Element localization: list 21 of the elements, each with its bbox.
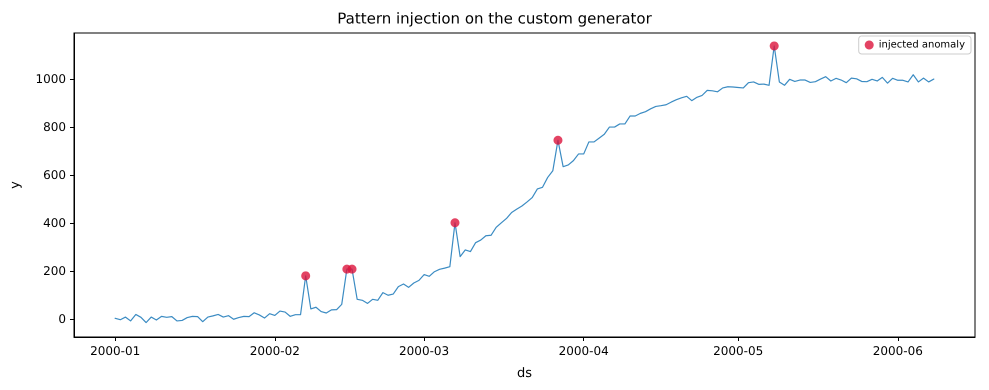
y-axis-title: y	[8, 180, 23, 189]
x-tick-label: 2000-06	[872, 344, 923, 358]
x-tick-label: 2000-01	[90, 344, 140, 358]
point	[450, 218, 460, 228]
y-tick-label: 400	[43, 216, 66, 230]
y-tick-label: 1000	[35, 72, 66, 86]
legend-label: injected anomaly	[878, 40, 966, 50]
y-tick-label: 0	[58, 312, 66, 326]
y-tick-label: 600	[43, 168, 66, 182]
point	[553, 136, 562, 145]
y-tick-label: 800	[43, 120, 66, 134]
point	[348, 264, 357, 274]
x-tick-label: 2000-04	[558, 344, 609, 358]
y-tick-label: 200	[43, 264, 66, 278]
x-tick-label: 2000-03	[399, 344, 450, 358]
x-tick-label: 2000-02	[250, 344, 300, 358]
point	[301, 271, 310, 280]
chart-title: Pattern injection on the custom generator	[337, 10, 653, 28]
x-tick-label: 2000-05	[713, 344, 764, 358]
point	[770, 41, 779, 50]
x-axis-title: ds	[516, 366, 532, 381]
